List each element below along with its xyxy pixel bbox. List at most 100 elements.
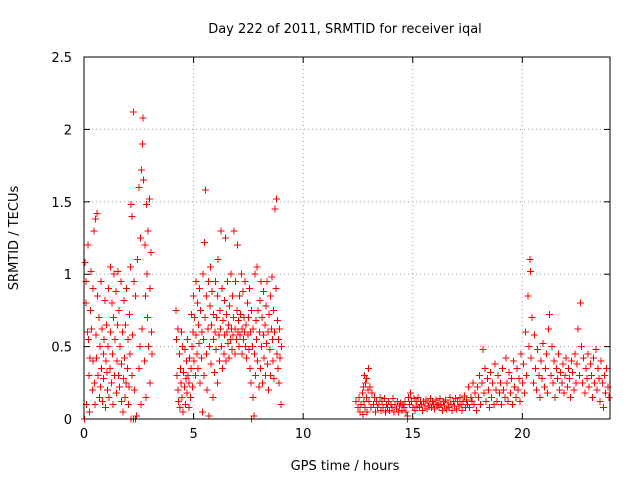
data-point <box>401 398 409 406</box>
data-point <box>90 227 98 235</box>
data-point <box>262 302 270 310</box>
data-point <box>268 273 276 281</box>
data-point <box>256 296 264 304</box>
data-point <box>110 270 118 278</box>
data-point <box>381 408 389 416</box>
data-point <box>232 277 240 285</box>
data-point <box>183 335 191 343</box>
data-point <box>209 393 217 401</box>
data-point <box>515 374 523 382</box>
data-point <box>275 379 283 387</box>
data-point <box>471 389 479 397</box>
data-point <box>362 379 370 387</box>
data-point <box>96 343 104 351</box>
data-point <box>551 393 559 401</box>
data-point <box>199 335 207 343</box>
data-point <box>361 403 369 411</box>
data-point <box>188 343 196 351</box>
data-point <box>249 325 257 333</box>
data-point <box>545 325 553 333</box>
data-point <box>254 357 262 365</box>
data-point <box>181 345 189 353</box>
data-point <box>106 364 114 372</box>
data-point <box>541 364 549 372</box>
data-point <box>224 340 232 348</box>
data-point <box>513 364 521 372</box>
data-point <box>503 379 511 387</box>
data-point <box>108 350 116 358</box>
data-point <box>556 386 564 394</box>
data-point <box>116 343 124 351</box>
data-point <box>111 335 119 343</box>
data-point <box>550 357 558 365</box>
data-point <box>210 311 218 319</box>
data-point <box>553 374 561 382</box>
data-point <box>229 314 237 322</box>
data-point <box>174 325 182 333</box>
data-point <box>364 364 372 372</box>
data-point <box>567 393 575 401</box>
data-point <box>475 393 482 401</box>
data-point <box>91 379 99 387</box>
data-point <box>212 345 220 353</box>
data-point <box>245 285 253 293</box>
data-point <box>438 406 446 414</box>
data-point <box>467 393 475 401</box>
data-point <box>180 383 188 391</box>
data-point <box>226 302 234 310</box>
data-point <box>565 374 573 382</box>
data-point <box>226 335 234 343</box>
data-point <box>219 364 227 372</box>
data-point <box>237 311 245 319</box>
data-point <box>192 331 200 339</box>
data-point <box>186 393 194 401</box>
data-point <box>144 314 152 322</box>
data-point <box>208 321 216 329</box>
y-tick-label: 0 <box>64 413 72 428</box>
data-point <box>357 401 365 409</box>
data-point <box>571 350 579 358</box>
data-point <box>135 183 143 191</box>
data-point <box>247 379 255 387</box>
data-point <box>572 379 580 387</box>
data-point <box>603 364 611 372</box>
data-point <box>549 379 557 387</box>
data-point <box>538 374 546 382</box>
data-point <box>232 335 240 343</box>
data-point <box>261 321 269 329</box>
data-point <box>260 288 268 296</box>
data-point <box>199 270 207 278</box>
data-point <box>481 364 489 372</box>
data-point <box>407 389 415 397</box>
data-point <box>243 299 251 307</box>
data-point <box>241 277 249 285</box>
data-point <box>570 386 578 394</box>
data-point <box>97 277 105 285</box>
data-point <box>192 277 200 285</box>
data-point <box>258 314 266 322</box>
data-point <box>402 408 410 416</box>
data-point <box>587 372 595 380</box>
data-point <box>248 306 256 314</box>
data-point <box>190 292 198 300</box>
data-point <box>112 389 120 397</box>
data-point <box>525 343 533 351</box>
data-point <box>273 350 281 358</box>
data-point <box>214 292 222 300</box>
data-point <box>251 350 259 358</box>
data-point <box>185 379 193 387</box>
data-point <box>105 393 113 401</box>
data-point <box>368 389 376 397</box>
data-point <box>85 408 93 416</box>
data-point <box>507 374 515 382</box>
data-point <box>136 343 144 351</box>
data-point <box>470 401 478 409</box>
data-point <box>448 406 456 414</box>
data-point <box>176 403 184 411</box>
data-point <box>144 227 152 235</box>
data-point <box>444 399 452 407</box>
data-point <box>257 277 265 285</box>
data-point <box>235 317 243 325</box>
y-tick-label: 2 <box>64 123 72 138</box>
data-point <box>102 357 110 365</box>
